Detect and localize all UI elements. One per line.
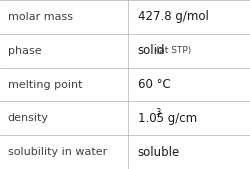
Text: 427.8 g/mol: 427.8 g/mol (137, 10, 208, 23)
Text: density: density (8, 113, 48, 123)
Text: melting point: melting point (8, 79, 82, 90)
Text: (at STP): (at STP) (149, 46, 190, 55)
Text: 3: 3 (154, 108, 160, 117)
Text: molar mass: molar mass (8, 12, 72, 22)
Text: 1.05 g/cm: 1.05 g/cm (137, 112, 196, 125)
Text: phase: phase (8, 46, 41, 56)
Text: solid: solid (137, 44, 164, 57)
Text: 60 °C: 60 °C (137, 78, 170, 91)
Text: solubility in water: solubility in water (8, 147, 106, 157)
Text: soluble: soluble (137, 146, 179, 159)
